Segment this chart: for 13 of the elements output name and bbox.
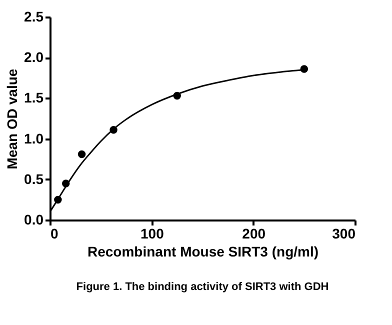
y-axis-title: Mean OD value	[4, 68, 20, 170]
x-tick-label: 300	[332, 226, 356, 242]
y-tick-label: 1.5	[24, 90, 44, 106]
x-axis-title: Recombinant Mouse SIRT3 (ng/ml)	[87, 244, 319, 260]
y-tick-label: 1.0	[24, 130, 44, 146]
y-tick-label: 2.0	[24, 49, 44, 66]
caption: Figure 1. The binding activity of SIRT3 with GDH	[76, 281, 329, 293]
y-tick-label: 2.5	[24, 8, 44, 24]
y-tick-label: 0.0	[24, 212, 44, 228]
x-tick-label: 100	[140, 226, 164, 242]
x-tick-label: 200	[242, 226, 266, 242]
y-tick-label: 0.5	[24, 170, 44, 187]
x-tick-label: 0	[50, 226, 58, 242]
